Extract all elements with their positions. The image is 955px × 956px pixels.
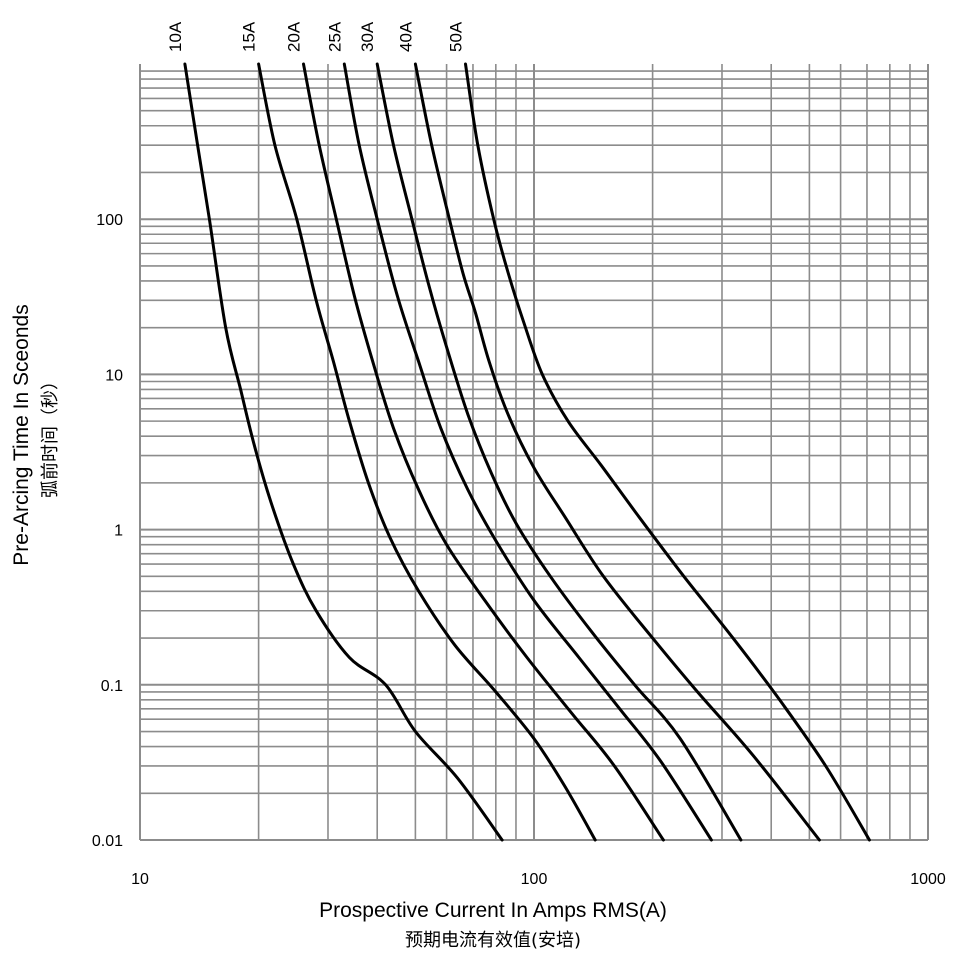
y-tick-label: 1 <box>114 523 123 540</box>
x-axis-subtitle: 预期电流有效值(安培) <box>405 930 581 951</box>
x-axis-title: Prospective Current In Amps RMS(A) <box>319 899 667 922</box>
y-axis-subtitle: 弧前时间（秒） <box>40 372 61 498</box>
series-caption-15a: 15A <box>240 21 259 52</box>
series-caption-40a: 40A <box>396 21 415 52</box>
plot-grid <box>139 64 929 841</box>
x-tick-label: 10 <box>131 871 149 888</box>
curve-40a <box>413 62 821 842</box>
curve-10a <box>183 62 504 842</box>
y-tick-label: 0.1 <box>101 678 123 695</box>
curve-25a <box>342 62 713 842</box>
y-tick-labels: 0.01 0.1 1 10 100 <box>92 212 123 850</box>
y-tick-label: 0.01 <box>92 833 123 850</box>
series-captions: 10A 15A 20A 25A 30A 40A 50A <box>166 21 466 52</box>
y-tick-label: 100 <box>96 212 123 229</box>
curve-15a <box>257 62 597 842</box>
y-tick-label: 10 <box>105 367 123 384</box>
curve-20a <box>302 62 665 842</box>
x-tick-label: 100 <box>521 871 548 888</box>
x-tick-labels: 10 100 1000 <box>131 871 946 888</box>
curve-50a <box>464 62 871 842</box>
series-caption-25a: 25A <box>325 21 344 52</box>
series-caption-50a: 50A <box>447 21 466 52</box>
series-caption-30a: 30A <box>358 21 377 52</box>
series-caption-20a: 20A <box>285 21 304 52</box>
series-caption-10a: 10A <box>166 21 185 52</box>
x-tick-label: 1000 <box>910 871 946 888</box>
y-axis-title: Pre-Arcing Time In Sceonds <box>10 304 33 565</box>
fuse-curves <box>183 62 871 842</box>
curve-30a <box>375 62 743 842</box>
